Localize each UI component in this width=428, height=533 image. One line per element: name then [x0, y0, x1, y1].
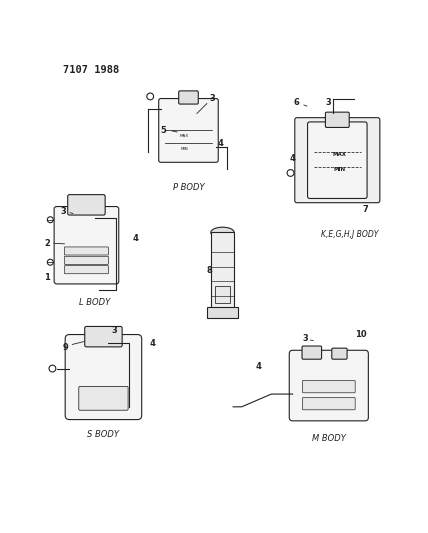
Text: MIN: MIN — [181, 147, 188, 150]
FancyBboxPatch shape — [332, 348, 347, 359]
FancyBboxPatch shape — [325, 112, 349, 127]
Text: MAX: MAX — [333, 152, 346, 157]
FancyBboxPatch shape — [64, 256, 109, 264]
Text: 3: 3 — [303, 334, 308, 343]
FancyBboxPatch shape — [289, 350, 369, 421]
Text: 4: 4 — [217, 139, 223, 148]
FancyBboxPatch shape — [179, 91, 198, 104]
Text: 3: 3 — [209, 94, 215, 103]
Text: 3: 3 — [60, 207, 66, 216]
FancyBboxPatch shape — [303, 398, 355, 410]
FancyBboxPatch shape — [85, 326, 122, 347]
Bar — [211, 232, 234, 309]
FancyBboxPatch shape — [159, 99, 218, 163]
FancyBboxPatch shape — [302, 346, 321, 359]
Text: 7: 7 — [362, 205, 368, 214]
Text: 8: 8 — [206, 266, 212, 275]
Text: MAX: MAX — [180, 134, 189, 138]
Text: 4: 4 — [290, 154, 296, 163]
Text: MIN: MIN — [333, 167, 345, 172]
Text: 3: 3 — [111, 326, 117, 335]
FancyBboxPatch shape — [65, 335, 142, 419]
Text: 10: 10 — [355, 330, 366, 339]
Text: 9: 9 — [62, 343, 68, 352]
Text: 5: 5 — [160, 126, 166, 135]
Text: 4: 4 — [256, 362, 262, 371]
Text: 3: 3 — [326, 98, 332, 107]
Text: 4: 4 — [132, 235, 138, 244]
FancyBboxPatch shape — [303, 381, 355, 393]
FancyBboxPatch shape — [54, 207, 119, 284]
Text: 2: 2 — [44, 239, 50, 248]
FancyBboxPatch shape — [79, 386, 128, 410]
FancyBboxPatch shape — [64, 265, 109, 274]
FancyBboxPatch shape — [68, 195, 105, 215]
Text: P BODY: P BODY — [172, 183, 204, 192]
Text: 1: 1 — [44, 273, 50, 281]
Bar — [215, 286, 230, 303]
Bar — [207, 307, 238, 318]
Text: 4: 4 — [149, 338, 155, 348]
FancyBboxPatch shape — [295, 118, 380, 203]
Text: 6: 6 — [294, 98, 300, 107]
FancyBboxPatch shape — [64, 247, 109, 255]
Text: M BODY: M BODY — [312, 434, 346, 443]
Text: L BODY: L BODY — [79, 298, 110, 307]
Ellipse shape — [211, 227, 234, 238]
FancyBboxPatch shape — [308, 122, 367, 198]
Text: 7107 1988: 7107 1988 — [63, 64, 119, 75]
Text: S BODY: S BODY — [87, 430, 119, 439]
Text: K,E,G,H,J BODY: K,E,G,H,J BODY — [321, 230, 379, 239]
